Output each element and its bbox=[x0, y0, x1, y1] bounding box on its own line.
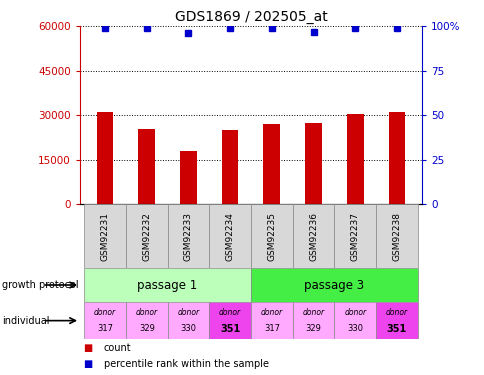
Text: donor: donor bbox=[302, 308, 324, 317]
Bar bbox=[126, 302, 167, 339]
Bar bbox=[138, 129, 155, 204]
Text: 317: 317 bbox=[97, 324, 113, 333]
Text: ■: ■ bbox=[83, 359, 92, 369]
Text: count: count bbox=[104, 343, 131, 353]
Title: GDS1869 / 202505_at: GDS1869 / 202505_at bbox=[174, 10, 327, 24]
Bar bbox=[209, 302, 251, 339]
Text: GSM92233: GSM92233 bbox=[183, 212, 193, 261]
Bar bbox=[251, 204, 292, 268]
Text: 330: 330 bbox=[347, 324, 363, 333]
Bar bbox=[96, 112, 113, 204]
Text: 330: 330 bbox=[180, 324, 196, 333]
Text: individual: individual bbox=[2, 316, 50, 326]
Bar bbox=[180, 151, 197, 204]
Bar bbox=[388, 112, 405, 204]
Text: donor: donor bbox=[385, 308, 407, 317]
Text: 329: 329 bbox=[305, 324, 321, 333]
Text: donor: donor bbox=[177, 308, 199, 317]
Text: GSM92238: GSM92238 bbox=[392, 212, 401, 261]
Bar bbox=[251, 302, 292, 339]
Text: 351: 351 bbox=[220, 324, 240, 334]
Text: GSM92232: GSM92232 bbox=[142, 212, 151, 261]
Text: 329: 329 bbox=[138, 324, 154, 333]
Bar bbox=[263, 124, 280, 204]
Bar bbox=[375, 204, 417, 268]
Bar bbox=[333, 204, 375, 268]
Bar bbox=[167, 204, 209, 268]
Text: 351: 351 bbox=[386, 324, 406, 334]
Text: donor: donor bbox=[344, 308, 365, 317]
Bar bbox=[221, 130, 238, 204]
Text: passage 1: passage 1 bbox=[137, 279, 197, 291]
Bar bbox=[333, 302, 375, 339]
Bar bbox=[375, 302, 417, 339]
Text: growth protocol: growth protocol bbox=[2, 280, 79, 290]
Text: GSM92231: GSM92231 bbox=[100, 212, 109, 261]
Bar bbox=[346, 114, 363, 204]
Text: ■: ■ bbox=[83, 343, 92, 353]
Text: passage 3: passage 3 bbox=[303, 279, 363, 291]
Text: percentile rank within the sample: percentile rank within the sample bbox=[104, 359, 269, 369]
Text: donor: donor bbox=[260, 308, 282, 317]
Bar bbox=[304, 123, 321, 204]
Text: donor: donor bbox=[136, 308, 157, 317]
Text: donor: donor bbox=[219, 308, 241, 317]
Bar bbox=[292, 204, 333, 268]
Text: GSM92236: GSM92236 bbox=[308, 212, 318, 261]
Text: donor: donor bbox=[94, 308, 116, 317]
Text: GSM92237: GSM92237 bbox=[350, 212, 359, 261]
Text: GSM92235: GSM92235 bbox=[267, 212, 276, 261]
Bar bbox=[84, 302, 126, 339]
Bar bbox=[251, 268, 417, 302]
Bar bbox=[84, 268, 251, 302]
Bar bbox=[84, 204, 126, 268]
Text: GSM92234: GSM92234 bbox=[225, 212, 234, 261]
Text: 317: 317 bbox=[263, 324, 279, 333]
Bar bbox=[167, 302, 209, 339]
Bar bbox=[292, 302, 333, 339]
Bar bbox=[126, 204, 167, 268]
Bar bbox=[209, 204, 251, 268]
